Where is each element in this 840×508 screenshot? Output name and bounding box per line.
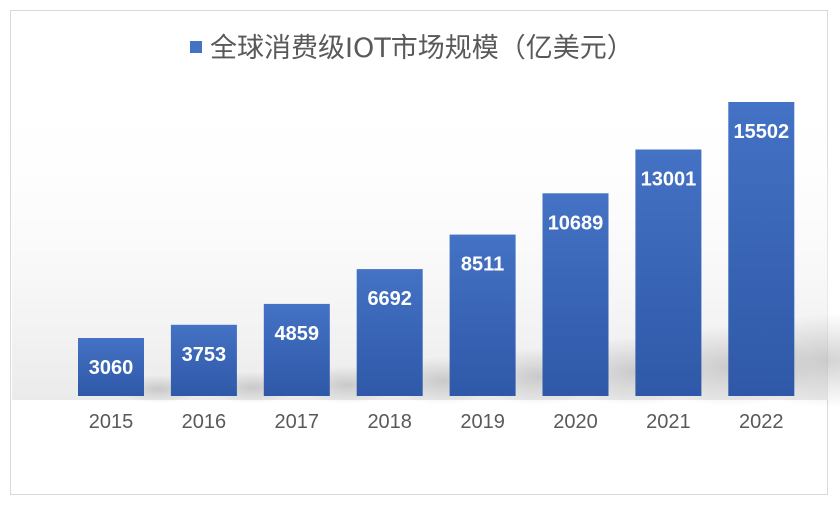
x-tick-label-2018: 2018 <box>367 411 412 433</box>
data-label-2019: 8511 <box>461 254 504 276</box>
bar-2016 <box>170 324 237 396</box>
bars <box>78 102 795 396</box>
x-tick-label-2016: 2016 <box>182 411 227 433</box>
bar-2021 <box>635 149 702 396</box>
x-tick-label-2020: 2020 <box>553 411 598 433</box>
data-label-2017: 4859 <box>275 323 320 345</box>
data-label-2015: 3060 <box>89 357 134 379</box>
chart-legend: 全球消费级IOT市场规模（亿美元） <box>190 33 634 64</box>
data-label-2018: 6692 <box>367 288 412 310</box>
data-label-2022: 15502 <box>733 121 789 143</box>
x-tick-label-2019: 2019 <box>460 411 505 433</box>
bar-2022 <box>728 102 795 396</box>
bar-2020 <box>542 193 609 396</box>
bar-2019 <box>449 234 516 396</box>
x-tick-label-2015: 2015 <box>89 411 134 433</box>
data-label-2016: 3753 <box>182 344 227 366</box>
legend-label: 全球消费级IOT市场规模（亿美元） <box>210 33 634 64</box>
x-axis-ticks: 2015 2016 2017 2018 2019 2020 2021 2022 <box>89 411 784 433</box>
bar-data-labels: 3060 3753 4859 6692 8511 10689 13001 15502 <box>89 121 789 379</box>
data-label-2020: 10689 <box>548 212 604 234</box>
data-label-2021: 13001 <box>641 169 697 191</box>
x-tick-label-2017: 2017 <box>275 411 320 433</box>
x-tick-label-2021: 2021 <box>646 411 691 433</box>
bar-2015 <box>78 338 144 396</box>
bar-2017 <box>263 303 330 396</box>
x-tick-label-2022: 2022 <box>739 411 784 433</box>
legend-swatch <box>190 41 202 53</box>
bar-2018 <box>356 269 423 396</box>
